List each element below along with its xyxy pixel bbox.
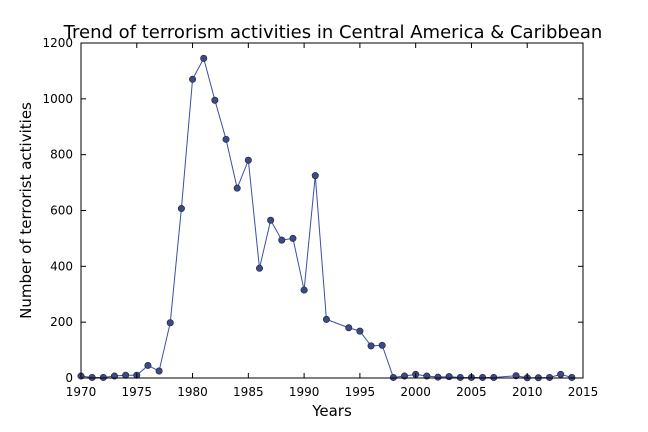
data-point (546, 373, 554, 381)
data-point (300, 286, 308, 294)
data-point (345, 324, 353, 332)
data-point (99, 373, 107, 381)
y-axis: 0 200 400 600 800 1000 1200 (42, 36, 583, 385)
data-point (367, 342, 375, 350)
y-tick-label: 600 (50, 204, 73, 218)
data-point (568, 373, 576, 381)
data-point (311, 172, 319, 180)
x-tick-label: 2010 (512, 385, 543, 399)
y-tick-label: 1000 (42, 92, 73, 106)
series-group (77, 54, 576, 382)
data-point (144, 361, 152, 369)
x-tick-label: 1975 (122, 385, 153, 399)
data-point (278, 236, 286, 244)
data-point (389, 373, 397, 381)
x-tick-label: 1980 (177, 385, 208, 399)
data-point (222, 135, 230, 143)
data-point (322, 315, 330, 323)
y-axis-label: Number of terrorist activities (17, 102, 35, 319)
y-tick-label: 800 (50, 148, 73, 162)
data-point (490, 373, 498, 381)
data-point (267, 216, 275, 224)
y-tick-label: 200 (50, 315, 73, 329)
y-tick-label: 1200 (42, 36, 73, 50)
data-point (211, 96, 219, 104)
data-point (244, 156, 252, 164)
x-tick-label: 2000 (400, 385, 431, 399)
x-axis: 1970 1975 1980 1985 1990 1995 2000 2005 2010 2015 (66, 43, 599, 399)
x-tick-label: 2005 (456, 385, 487, 399)
data-point (166, 319, 174, 327)
data-point (479, 373, 487, 381)
data-point (200, 54, 208, 62)
x-tick-label: 1990 (289, 385, 320, 399)
data-point (557, 370, 565, 378)
data-point (155, 367, 163, 375)
y-tick-label: 400 (50, 259, 73, 273)
data-point (189, 75, 197, 83)
x-tick-label: 1985 (233, 385, 264, 399)
y-tick-label: 0 (65, 371, 73, 385)
x-axis-label: Years (311, 402, 352, 420)
x-tick-label: 1970 (66, 385, 97, 399)
data-point (289, 234, 297, 242)
data-point (177, 205, 185, 213)
plot-frame (80, 42, 584, 379)
x-tick-label: 1995 (345, 385, 376, 399)
data-point (356, 327, 364, 335)
data-point (434, 373, 442, 381)
data-point (233, 184, 241, 192)
data-point (122, 371, 130, 379)
data-point (456, 373, 464, 381)
data-point (88, 373, 96, 381)
data-point (512, 372, 520, 380)
data-point (378, 341, 386, 349)
x-tick-label: 2015 (568, 385, 599, 399)
data-point (255, 264, 263, 272)
series-line (80, 56, 572, 379)
chart-title: Trend of terrorism activities in Central… (63, 22, 603, 43)
data-point (445, 373, 453, 381)
plot-area (77, 42, 584, 382)
